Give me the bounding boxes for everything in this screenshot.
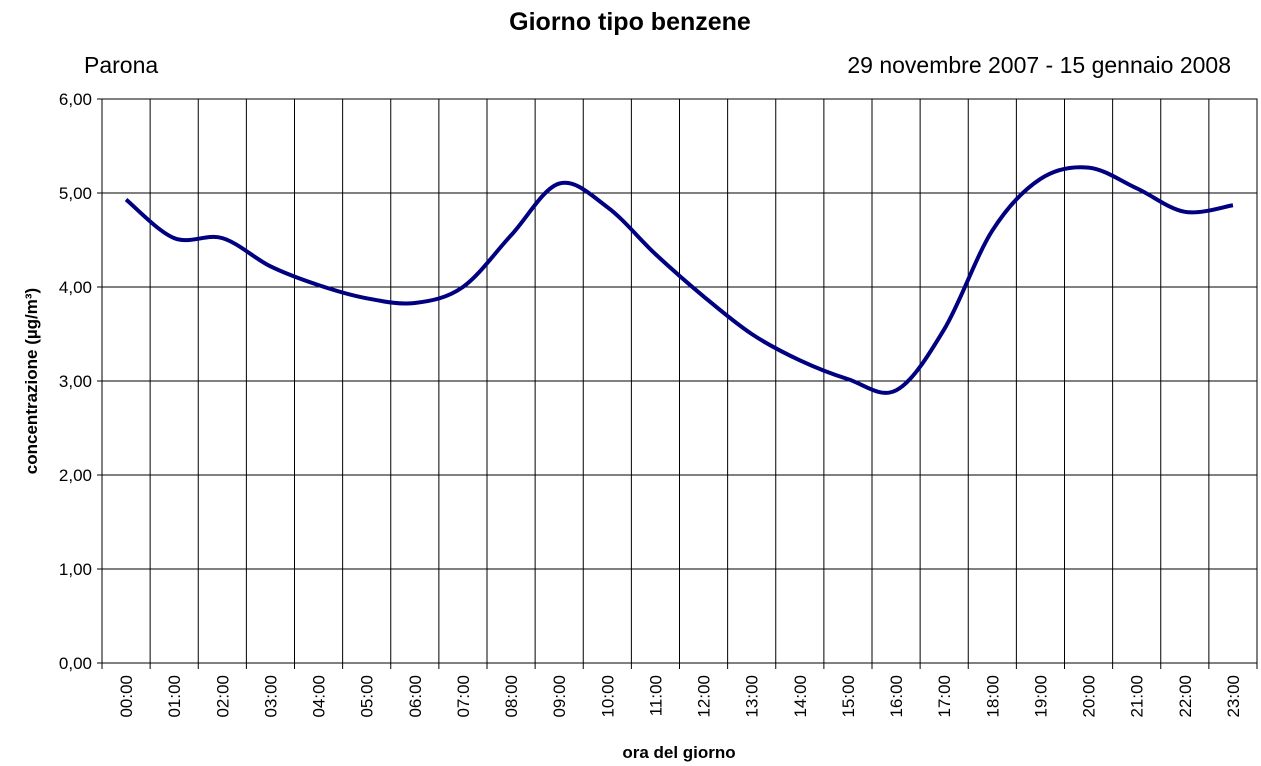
x-tick-label: 04:00 (310, 675, 329, 718)
x-tick-label: 03:00 (261, 675, 280, 718)
x-tick-label: 02:00 (213, 675, 232, 718)
x-tick-label: 13:00 (743, 675, 762, 718)
y-tick-label: 3,00 (59, 372, 92, 391)
subtitle-left: Parona (84, 52, 158, 78)
x-tick-label: 18:00 (983, 675, 1002, 718)
x-tick-label: 11:00 (646, 675, 665, 716)
data-line (124, 165, 1234, 395)
x-tick-label: 21:00 (1128, 675, 1147, 718)
x-tick-label: 06:00 (406, 675, 425, 718)
x-tick-label: 05:00 (358, 675, 377, 718)
x-tick-label: 15:00 (839, 675, 858, 718)
x-tick-label: 19:00 (1031, 675, 1050, 718)
subtitle-right: 29 novembre 2007 - 15 gennaio 2008 (847, 52, 1231, 78)
y-tick-label: 0,00 (59, 654, 92, 673)
x-tick-label: 10:00 (598, 675, 617, 718)
x-tick-label: 17:00 (935, 675, 954, 718)
y-tick-label: 1,00 (59, 560, 92, 579)
x-tick-label: 16:00 (887, 675, 906, 718)
x-tick-label: 14:00 (791, 675, 810, 718)
plot-border (101, 98, 1258, 664)
x-tick-label: 23:00 (1224, 675, 1243, 718)
y-tick-label: 5,00 (59, 184, 92, 203)
x-tick-label: 08:00 (502, 675, 521, 718)
x-tick-label: 00:00 (117, 675, 136, 718)
y-axis-label: concentrazione (µg/m³) (22, 288, 41, 474)
x-axis-label: ora del giorno (622, 743, 735, 762)
y-tick-label: 2,00 (59, 466, 92, 485)
x-tick-label: 12:00 (695, 675, 714, 718)
x-tick-label: 09:00 (550, 675, 569, 718)
x-tick-label: 07:00 (454, 675, 473, 718)
y-tick-label: 6,00 (59, 90, 92, 109)
x-tick-label: 01:00 (165, 675, 184, 718)
x-tick-label: 22:00 (1176, 675, 1195, 718)
chart-title: Giorno tipo benzene (509, 8, 751, 36)
y-tick-label: 4,00 (59, 278, 92, 297)
x-tick-label: 20:00 (1080, 675, 1099, 718)
